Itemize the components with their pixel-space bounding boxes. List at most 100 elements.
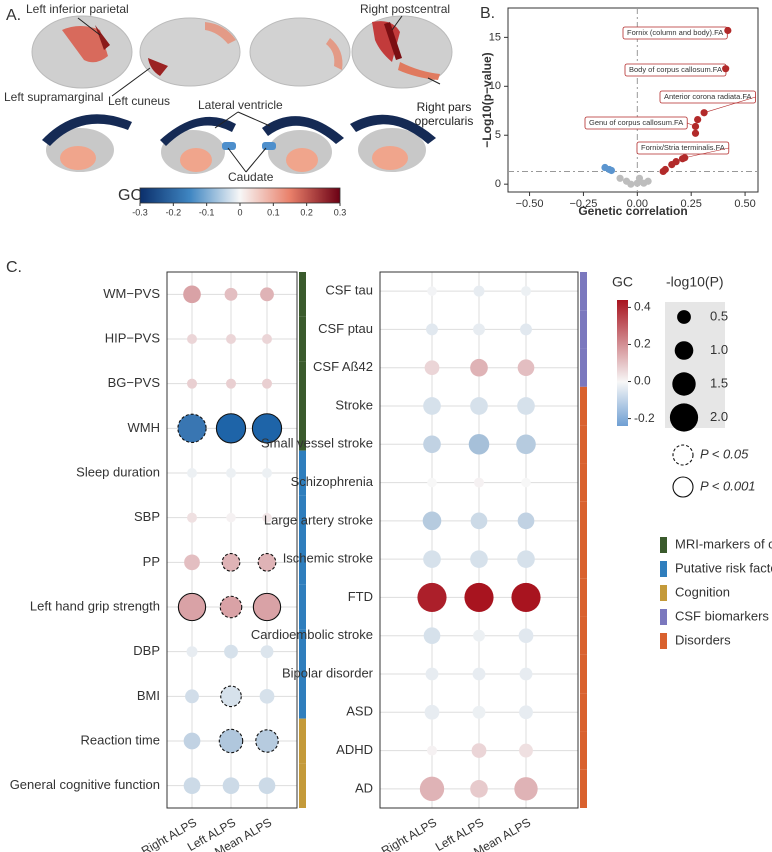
significance-legend-marker xyxy=(672,444,694,466)
group-bar xyxy=(580,654,587,694)
panel-label: C. xyxy=(6,259,22,276)
dot xyxy=(218,728,244,754)
group-bar xyxy=(299,495,306,540)
brain-label: Right pars opercularis xyxy=(414,100,474,128)
dot xyxy=(177,413,207,443)
dot xyxy=(224,287,238,301)
point xyxy=(724,26,732,35)
group-legend-label: Cognition xyxy=(675,584,730,599)
x-axis-label: Genetic correlation xyxy=(578,204,687,218)
brain-label: Left supramarginal xyxy=(4,90,103,104)
dot xyxy=(187,378,197,389)
panel-label: A. xyxy=(6,7,21,24)
row-label: WMH xyxy=(128,420,161,435)
legend-title: GC xyxy=(612,274,633,290)
group-legend-label: Putative risk factors xyxy=(675,560,772,575)
dot xyxy=(473,629,485,642)
dot xyxy=(517,550,535,568)
dot xyxy=(226,468,236,478)
annotation-link xyxy=(704,96,756,114)
size-legend-label: 0.5 xyxy=(710,308,728,323)
dot xyxy=(519,667,533,681)
point xyxy=(644,177,652,185)
group-bar xyxy=(299,361,306,406)
dot xyxy=(521,286,531,297)
point xyxy=(635,174,644,182)
row-label: Stroke xyxy=(335,397,373,412)
dot xyxy=(473,285,485,297)
group-bar xyxy=(580,386,587,426)
point xyxy=(668,160,676,169)
colorbar-tick-label: 0.1 xyxy=(267,207,280,217)
colorbar-tick-label: -0.2 xyxy=(166,207,182,217)
group-bar xyxy=(299,584,306,630)
brain-label: Caudate xyxy=(228,170,274,184)
group-bar xyxy=(299,272,306,317)
row-label: PP xyxy=(143,554,160,569)
row-label: Sleep duration xyxy=(76,464,160,479)
point xyxy=(627,180,635,188)
group-bar xyxy=(580,731,587,770)
group-bar xyxy=(580,769,587,808)
size-legend-label: 1.0 xyxy=(710,342,728,357)
dot xyxy=(427,286,437,296)
row-label: General cognitive function xyxy=(10,777,160,792)
dot xyxy=(514,777,538,801)
row-label: CSF Aß42 xyxy=(313,359,373,374)
group-bar xyxy=(580,693,587,732)
dot xyxy=(219,595,243,619)
group-legend-label: Disorders xyxy=(675,632,731,647)
row-label: HIP−PVS xyxy=(105,330,161,345)
dot xyxy=(470,358,488,377)
point xyxy=(694,115,702,124)
colorbar-tick-label: 0.3 xyxy=(334,207,347,217)
dot xyxy=(517,512,535,530)
annotation-link xyxy=(684,147,729,159)
x-tick-label: −0.50 xyxy=(516,198,544,210)
row-label: CSF tau xyxy=(325,283,373,298)
brain-label: Left cuneus xyxy=(108,94,170,108)
dot xyxy=(519,743,533,758)
group-bar xyxy=(580,463,587,502)
size-legend-dot xyxy=(672,372,696,396)
dot xyxy=(262,378,272,389)
group-legend-swatch xyxy=(660,561,667,577)
dot xyxy=(473,323,485,336)
colorbar-title: GC xyxy=(118,187,142,204)
significance-legend-label: P < 0.05 xyxy=(700,446,749,461)
point xyxy=(691,129,700,137)
x-tick-label: −0.25 xyxy=(570,198,598,210)
row-label: Reaction time xyxy=(81,732,160,747)
annotation: Genu of corpus callosum.FA xyxy=(589,118,683,127)
matrix-frame xyxy=(379,271,579,809)
panel-label: B. xyxy=(480,5,495,22)
y-tick-label: 10 xyxy=(489,80,501,92)
colorbar-tick-label: 0.2 xyxy=(300,207,313,217)
dot xyxy=(259,688,275,704)
dot xyxy=(255,729,279,753)
group-bar xyxy=(299,316,306,362)
group-bar xyxy=(580,272,587,311)
dot xyxy=(517,359,535,377)
dot xyxy=(423,397,441,415)
dot xyxy=(177,592,207,622)
group-bar xyxy=(299,718,306,764)
point xyxy=(678,155,687,163)
dot xyxy=(471,743,487,758)
group-bar xyxy=(299,540,306,585)
dot xyxy=(427,477,437,488)
row-label: ADHD xyxy=(336,742,373,757)
row-label: CSF ptau xyxy=(318,321,373,336)
y-tick-label: 15 xyxy=(489,31,501,43)
dot xyxy=(262,334,272,344)
point xyxy=(691,122,700,131)
dot xyxy=(183,285,201,304)
dot xyxy=(464,582,494,613)
row-label: Schizophrenia xyxy=(291,474,374,489)
dot xyxy=(470,512,488,530)
x-tick-label: 0.00 xyxy=(627,198,648,210)
dot xyxy=(423,435,441,454)
group-bar xyxy=(580,310,587,349)
group-bar xyxy=(299,674,306,719)
dot xyxy=(221,552,241,572)
